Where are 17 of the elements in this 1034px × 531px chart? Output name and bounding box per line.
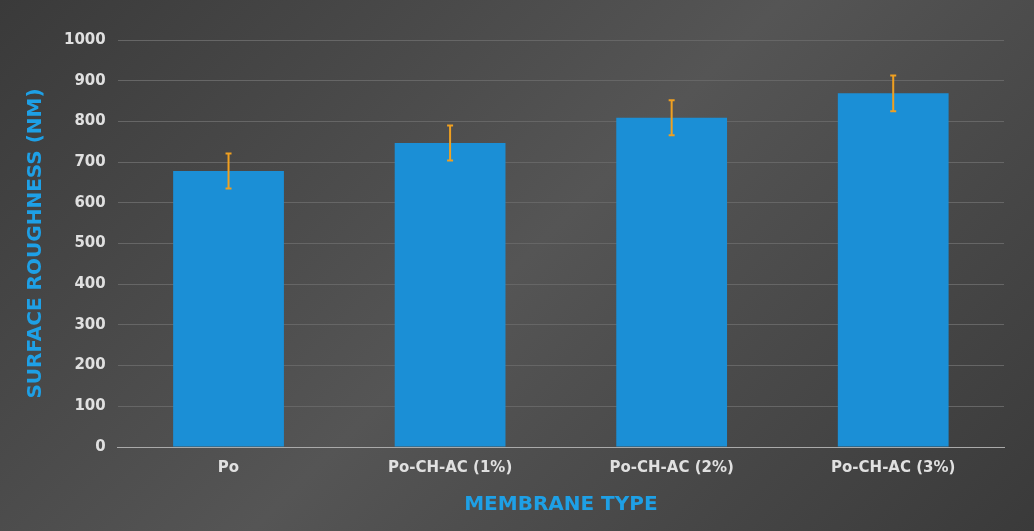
x-tick-label: Po-CH-AC (3%) [831, 457, 956, 476]
y-tick-label: 100 [74, 396, 106, 415]
y-tick-label: 800 [74, 111, 106, 130]
x-tick-label: Po-CH-AC (1%) [387, 457, 513, 476]
y-tick-label: 300 [74, 314, 106, 333]
x-tick-label: Po-CH-AC (2%) [609, 457, 734, 476]
y-tick-label: 900 [74, 70, 106, 89]
y-tick-label: 700 [74, 151, 106, 170]
x-tick-label: Po [217, 457, 240, 476]
y-tick-label: 1000 [64, 29, 106, 48]
y-tick-label: 500 [74, 233, 106, 252]
x-axis-title: MEMBRANE TYPE [464, 491, 658, 516]
y-tick-label: 600 [74, 192, 106, 211]
y-tick-label: 400 [74, 274, 106, 293]
y-tick-label: 200 [74, 355, 106, 374]
y-tick-label: 0 [95, 436, 106, 455]
y-axis-title: SURFACE ROUGHNESS (NM) [22, 88, 47, 399]
